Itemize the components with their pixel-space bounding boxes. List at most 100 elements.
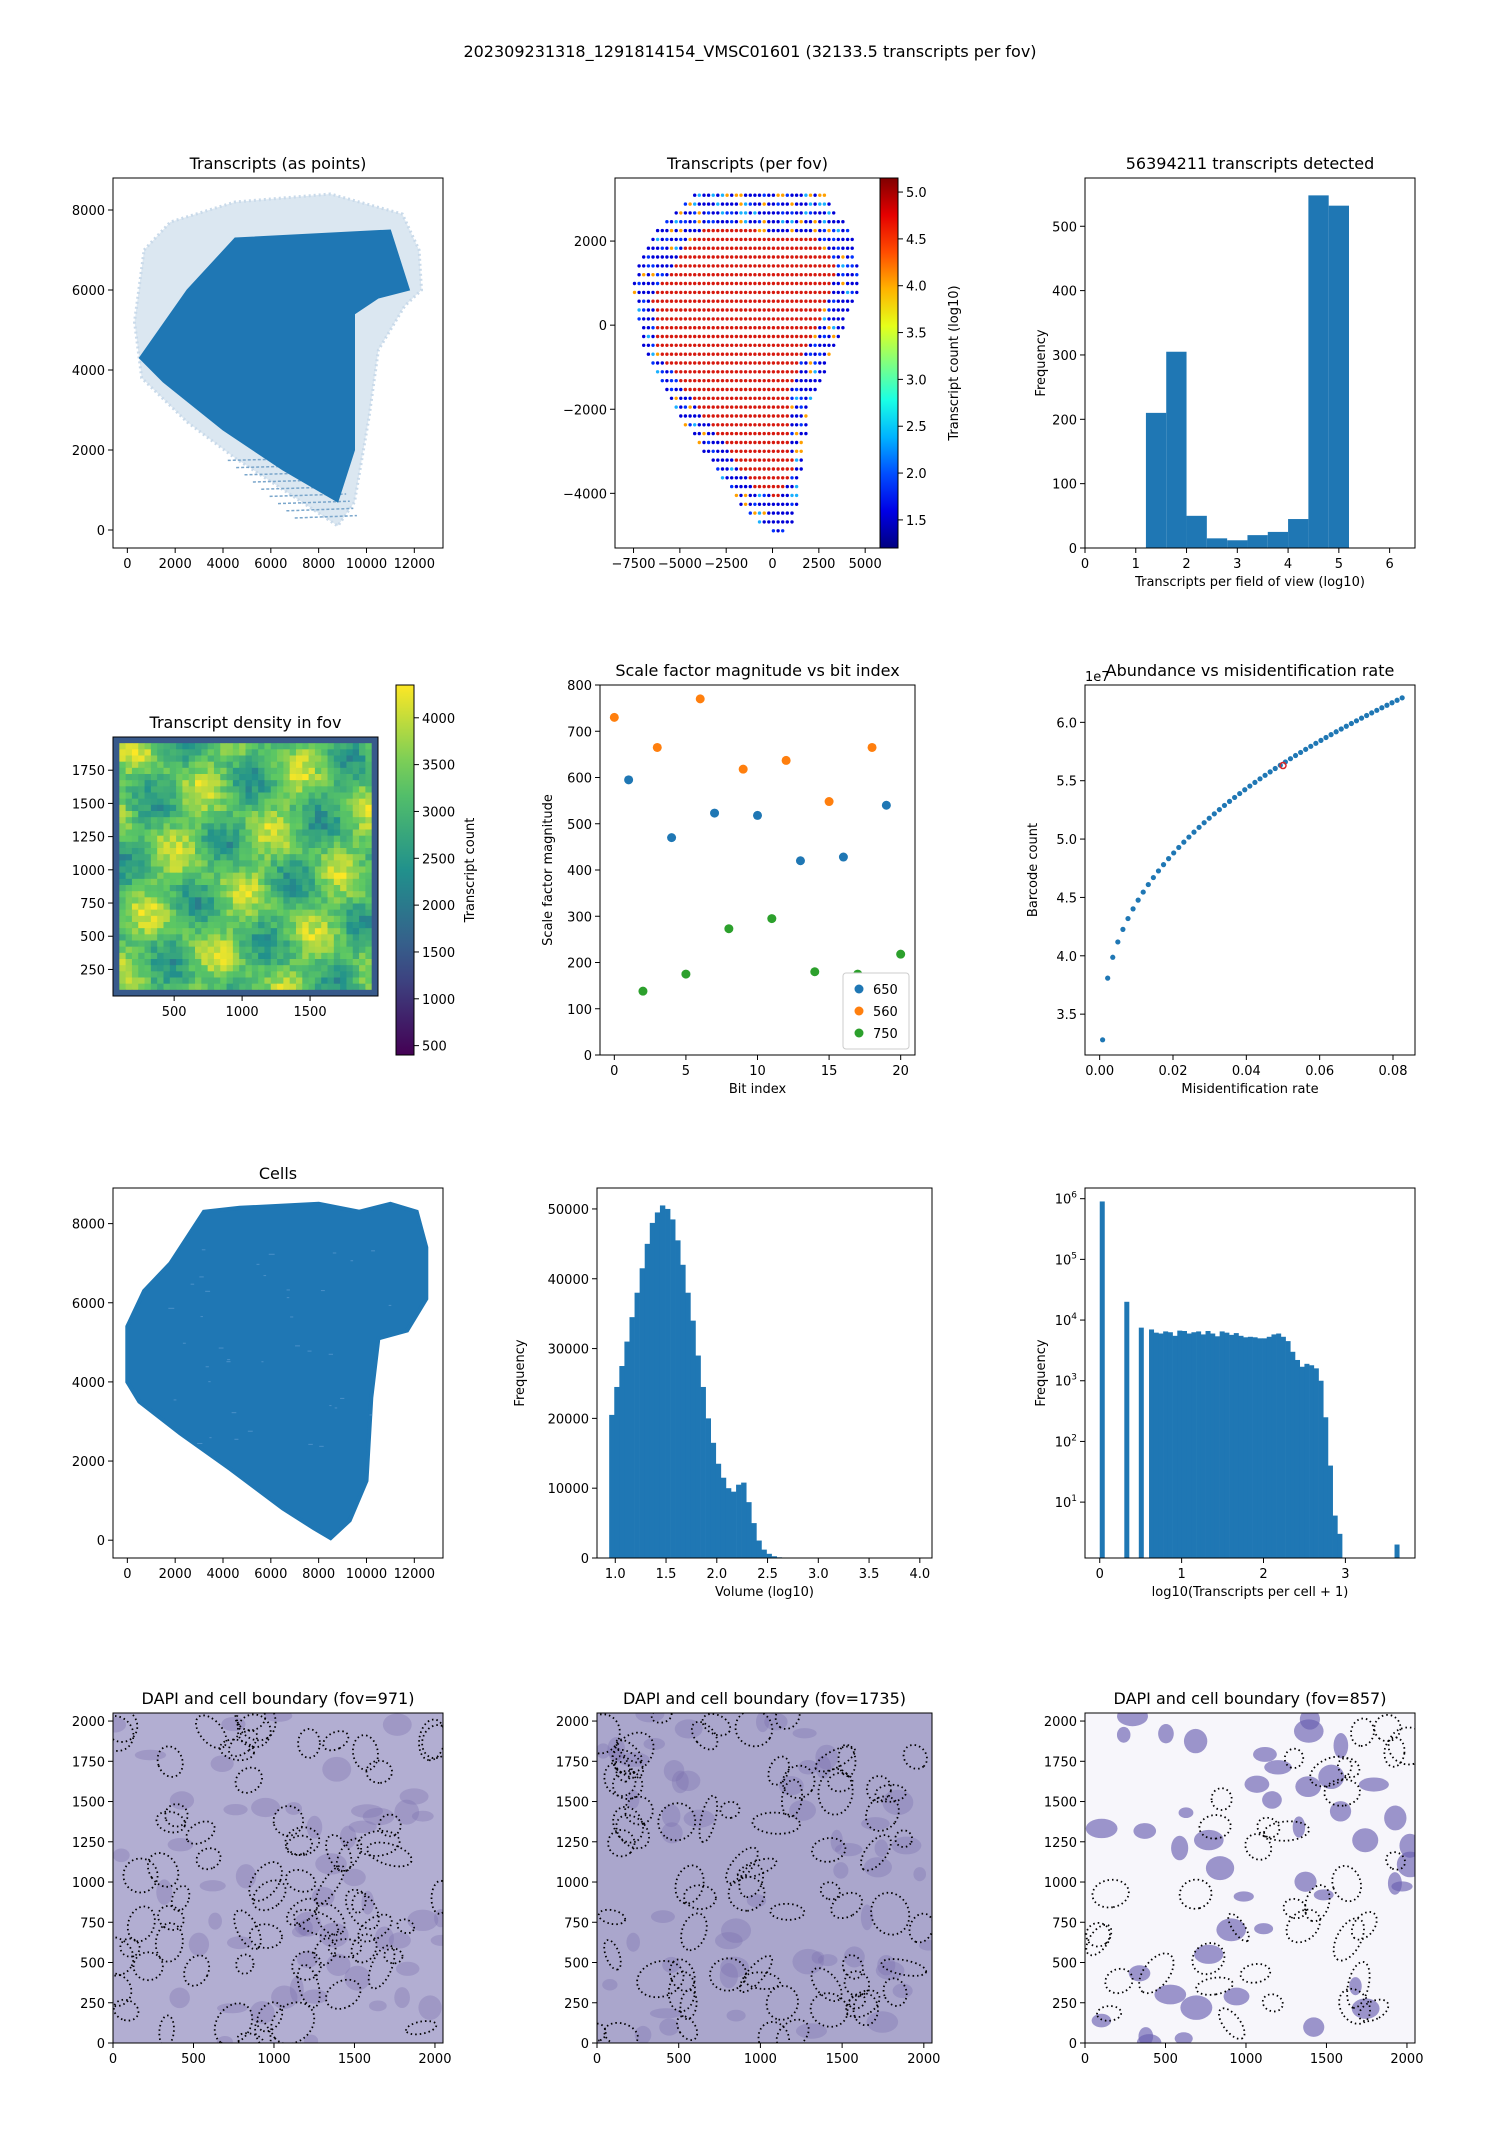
density-cell [131,755,139,763]
fov-point [790,290,794,295]
density-cell [239,786,246,793]
nucleus-blob [249,2001,275,2024]
fov-point [757,273,762,277]
fov-point [771,431,776,436]
fov-point [679,264,683,268]
fov-point [757,467,762,471]
density-cell [340,909,347,917]
density-cell [226,798,234,806]
y-tick-label: 6.0 [1056,716,1077,731]
cell-boundary [164,1803,189,1828]
fov-point [776,484,780,489]
density-cell [182,940,190,948]
fov-point [804,431,808,436]
density-cell [220,854,227,861]
density-cell [239,977,246,985]
cell-boundary [774,1713,801,1730]
density-cell [119,977,127,985]
density-cell [163,829,171,837]
fov-point [669,370,674,374]
density-cell [169,860,177,867]
fov-point [730,370,734,374]
fov-point [702,246,706,250]
density-cell [359,755,366,763]
fov-point [776,387,780,392]
density-cell [302,767,309,775]
barcode-point [1100,1037,1106,1043]
axes-frame [614,177,881,549]
density-cell [314,841,322,849]
density-cell [295,866,303,874]
barcode-point [1160,862,1167,868]
density-cell [365,866,373,874]
nucleus-blob [830,1829,843,1852]
density-cell [277,952,284,960]
barcode-point [1252,779,1258,786]
fov-point [688,211,692,215]
density-cell [302,903,309,911]
fov-point [679,308,683,312]
density-cell [359,804,366,812]
fov-point [679,299,683,303]
volume-bar [624,1341,630,1558]
density-cell [346,749,354,756]
fov-point [785,511,789,515]
density-cell [327,798,335,806]
fov-point [762,414,766,418]
fov-point [655,334,660,339]
density-cell [365,983,373,991]
fov-point [683,228,688,233]
density-cell [308,872,316,880]
density-cell [239,891,246,898]
fov-point [720,281,725,286]
x-tick-label: 2000 [907,2052,940,2067]
density-cell [188,737,196,744]
density-cell [226,946,234,954]
nucleus-blob [394,1799,420,1825]
density-cell [283,952,291,960]
fov-point [804,193,808,197]
fov-point [679,281,683,286]
fov-point [804,255,808,259]
fov-point [808,370,813,374]
density-cell [258,878,265,886]
barcode-point [1364,712,1370,719]
density-cell [125,934,133,941]
density-cell [213,940,221,948]
fov-point [693,352,697,356]
transcripts-per-cell-panel: 0 1 2 3101102103104105106log10(Transcripts … [1034,1187,1416,1600]
fov-point [762,361,766,365]
density-cell [371,866,379,874]
density-cell [163,780,171,787]
fov-point [781,423,785,427]
density-cell [213,860,221,867]
density-cell [302,854,309,861]
cell-boundary [1096,2005,1123,2022]
density-cell [113,885,120,892]
per-cell-bar [1138,1327,1144,1558]
nucleus-blob [348,1820,377,1834]
density-cell [371,811,379,818]
density-cell [333,841,341,849]
fov-point [646,281,651,286]
density-cell [264,983,272,991]
density-cell [213,792,221,800]
density-cell [321,835,328,843]
density-cell [289,959,297,966]
fov-point [651,290,655,295]
density-cell [201,780,209,787]
density-cell [270,811,278,818]
nucleus-blob [875,1961,905,1980]
fov-point [683,396,688,400]
fov-point [762,334,766,339]
density-cell [188,983,196,991]
fov-point [822,264,827,268]
density-cell [346,971,354,978]
density-cell [144,737,152,744]
nucleus-blob [817,1954,838,1967]
x-tick-label: 0.02 [1159,1064,1188,1079]
fov-point [781,431,785,436]
fov-point [734,334,739,339]
fov-point [697,246,701,250]
fov-point [725,440,729,445]
